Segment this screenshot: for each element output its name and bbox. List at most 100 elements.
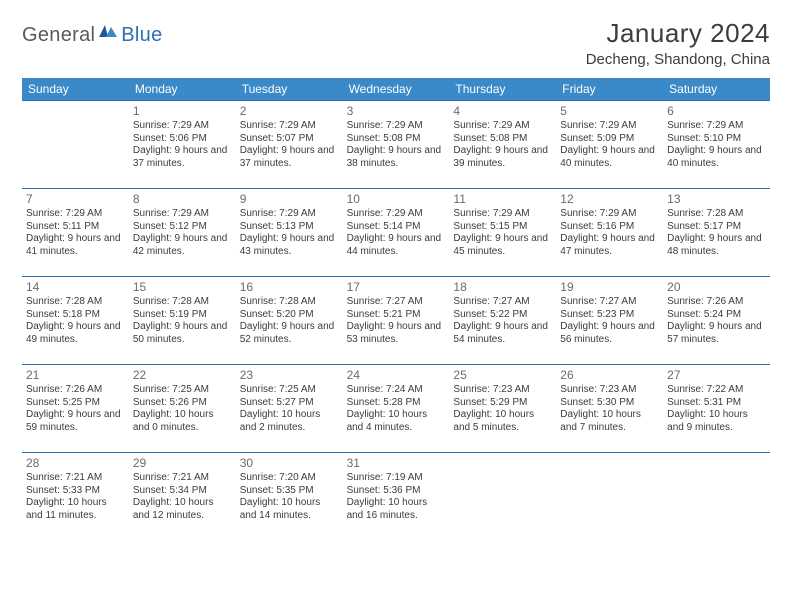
sunset-line: Sunset: 5:08 PM bbox=[347, 133, 446, 146]
sunset-line: Sunset: 5:35 PM bbox=[240, 485, 339, 498]
sunrise-line: Sunrise: 7:29 AM bbox=[560, 120, 659, 133]
empty-cell bbox=[449, 452, 556, 540]
day-number: 2 bbox=[240, 104, 339, 119]
day-number: 9 bbox=[240, 192, 339, 207]
day-cell: 28Sunrise: 7:21 AMSunset: 5:33 PMDayligh… bbox=[22, 452, 129, 540]
sunrise-line: Sunrise: 7:25 AM bbox=[133, 384, 232, 397]
sunrise-line: Sunrise: 7:23 AM bbox=[560, 384, 659, 397]
day-cell: 7Sunrise: 7:29 AMSunset: 5:11 PMDaylight… bbox=[22, 188, 129, 276]
brand-logo: General Blue bbox=[22, 18, 163, 47]
daylight-line: Daylight: 9 hours and 45 minutes. bbox=[453, 233, 552, 258]
sunrise-line: Sunrise: 7:28 AM bbox=[133, 296, 232, 309]
day-number: 10 bbox=[347, 192, 446, 207]
sunset-line: Sunset: 5:23 PM bbox=[560, 309, 659, 322]
daylight-line: Daylight: 9 hours and 37 minutes. bbox=[133, 145, 232, 170]
daylight-line: Daylight: 9 hours and 43 minutes. bbox=[240, 233, 339, 258]
sunrise-line: Sunrise: 7:20 AM bbox=[240, 472, 339, 485]
daylight-line: Daylight: 9 hours and 56 minutes. bbox=[560, 321, 659, 346]
daylight-line: Daylight: 10 hours and 7 minutes. bbox=[560, 409, 659, 434]
logo-flag-icon bbox=[99, 25, 119, 46]
calendar-grid: SundayMondayTuesdayWednesdayThursdayFrid… bbox=[22, 78, 770, 540]
day-number: 20 bbox=[667, 280, 766, 295]
empty-cell bbox=[22, 100, 129, 188]
daylight-line: Daylight: 9 hours and 42 minutes. bbox=[133, 233, 232, 258]
day-number: 5 bbox=[560, 104, 659, 119]
sunrise-line: Sunrise: 7:25 AM bbox=[240, 384, 339, 397]
day-number: 22 bbox=[133, 368, 232, 383]
day-number: 12 bbox=[560, 192, 659, 207]
day-cell: 11Sunrise: 7:29 AMSunset: 5:15 PMDayligh… bbox=[449, 188, 556, 276]
sunrise-line: Sunrise: 7:28 AM bbox=[240, 296, 339, 309]
day-cell: 29Sunrise: 7:21 AMSunset: 5:34 PMDayligh… bbox=[129, 452, 236, 540]
daylight-line: Daylight: 10 hours and 4 minutes. bbox=[347, 409, 446, 434]
sunrise-line: Sunrise: 7:29 AM bbox=[26, 208, 125, 221]
sunrise-line: Sunrise: 7:29 AM bbox=[453, 120, 552, 133]
day-cell: 1Sunrise: 7:29 AMSunset: 5:06 PMDaylight… bbox=[129, 100, 236, 188]
daylight-line: Daylight: 10 hours and 2 minutes. bbox=[240, 409, 339, 434]
sunrise-line: Sunrise: 7:26 AM bbox=[667, 296, 766, 309]
sunset-line: Sunset: 5:20 PM bbox=[240, 309, 339, 322]
sunset-line: Sunset: 5:36 PM bbox=[347, 485, 446, 498]
day-cell: 31Sunrise: 7:19 AMSunset: 5:36 PMDayligh… bbox=[343, 452, 450, 540]
day-number: 30 bbox=[240, 456, 339, 471]
sunset-line: Sunset: 5:12 PM bbox=[133, 221, 232, 234]
day-cell: 30Sunrise: 7:20 AMSunset: 5:35 PMDayligh… bbox=[236, 452, 343, 540]
day-cell: 6Sunrise: 7:29 AMSunset: 5:10 PMDaylight… bbox=[663, 100, 770, 188]
day-cell: 25Sunrise: 7:23 AMSunset: 5:29 PMDayligh… bbox=[449, 364, 556, 452]
sunset-line: Sunset: 5:10 PM bbox=[667, 133, 766, 146]
sunset-line: Sunset: 5:16 PM bbox=[560, 221, 659, 234]
logo-text-blue: Blue bbox=[121, 24, 162, 47]
weekday-header: Wednesday bbox=[343, 78, 450, 100]
day-cell: 12Sunrise: 7:29 AMSunset: 5:16 PMDayligh… bbox=[556, 188, 663, 276]
sunrise-line: Sunrise: 7:22 AM bbox=[667, 384, 766, 397]
daylight-line: Daylight: 9 hours and 53 minutes. bbox=[347, 321, 446, 346]
day-cell: 18Sunrise: 7:27 AMSunset: 5:22 PMDayligh… bbox=[449, 276, 556, 364]
day-number: 17 bbox=[347, 280, 446, 295]
empty-cell bbox=[663, 452, 770, 540]
day-cell: 4Sunrise: 7:29 AMSunset: 5:08 PMDaylight… bbox=[449, 100, 556, 188]
day-cell: 27Sunrise: 7:22 AMSunset: 5:31 PMDayligh… bbox=[663, 364, 770, 452]
sunrise-line: Sunrise: 7:27 AM bbox=[560, 296, 659, 309]
sunrise-line: Sunrise: 7:27 AM bbox=[347, 296, 446, 309]
day-cell: 2Sunrise: 7:29 AMSunset: 5:07 PMDaylight… bbox=[236, 100, 343, 188]
daylight-line: Daylight: 10 hours and 14 minutes. bbox=[240, 497, 339, 522]
sunset-line: Sunset: 5:26 PM bbox=[133, 397, 232, 410]
day-cell: 19Sunrise: 7:27 AMSunset: 5:23 PMDayligh… bbox=[556, 276, 663, 364]
weekday-header: Tuesday bbox=[236, 78, 343, 100]
daylight-line: Daylight: 9 hours and 59 minutes. bbox=[26, 409, 125, 434]
day-cell: 15Sunrise: 7:28 AMSunset: 5:19 PMDayligh… bbox=[129, 276, 236, 364]
sunset-line: Sunset: 5:29 PM bbox=[453, 397, 552, 410]
sunrise-line: Sunrise: 7:29 AM bbox=[347, 208, 446, 221]
sunrise-line: Sunrise: 7:19 AM bbox=[347, 472, 446, 485]
daylight-line: Daylight: 10 hours and 12 minutes. bbox=[133, 497, 232, 522]
day-number: 4 bbox=[453, 104, 552, 119]
day-number: 24 bbox=[347, 368, 446, 383]
sunset-line: Sunset: 5:19 PM bbox=[133, 309, 232, 322]
sunset-line: Sunset: 5:13 PM bbox=[240, 221, 339, 234]
sunrise-line: Sunrise: 7:29 AM bbox=[240, 120, 339, 133]
daylight-line: Daylight: 9 hours and 57 minutes. bbox=[667, 321, 766, 346]
daylight-line: Daylight: 9 hours and 48 minutes. bbox=[667, 233, 766, 258]
sunset-line: Sunset: 5:07 PM bbox=[240, 133, 339, 146]
day-cell: 16Sunrise: 7:28 AMSunset: 5:20 PMDayligh… bbox=[236, 276, 343, 364]
sunrise-line: Sunrise: 7:29 AM bbox=[133, 208, 232, 221]
month-title: January 2024 bbox=[586, 18, 770, 49]
daylight-line: Daylight: 9 hours and 52 minutes. bbox=[240, 321, 339, 346]
sunset-line: Sunset: 5:24 PM bbox=[667, 309, 766, 322]
sunrise-line: Sunrise: 7:29 AM bbox=[560, 208, 659, 221]
day-cell: 5Sunrise: 7:29 AMSunset: 5:09 PMDaylight… bbox=[556, 100, 663, 188]
sunrise-line: Sunrise: 7:21 AM bbox=[26, 472, 125, 485]
weekday-header: Friday bbox=[556, 78, 663, 100]
weekday-header: Thursday bbox=[449, 78, 556, 100]
sunset-line: Sunset: 5:25 PM bbox=[26, 397, 125, 410]
day-number: 8 bbox=[133, 192, 232, 207]
day-cell: 3Sunrise: 7:29 AMSunset: 5:08 PMDaylight… bbox=[343, 100, 450, 188]
day-cell: 20Sunrise: 7:26 AMSunset: 5:24 PMDayligh… bbox=[663, 276, 770, 364]
sunrise-line: Sunrise: 7:29 AM bbox=[667, 120, 766, 133]
day-number: 23 bbox=[240, 368, 339, 383]
sunset-line: Sunset: 5:31 PM bbox=[667, 397, 766, 410]
day-number: 6 bbox=[667, 104, 766, 119]
day-cell: 23Sunrise: 7:25 AMSunset: 5:27 PMDayligh… bbox=[236, 364, 343, 452]
day-number: 3 bbox=[347, 104, 446, 119]
day-number: 29 bbox=[133, 456, 232, 471]
